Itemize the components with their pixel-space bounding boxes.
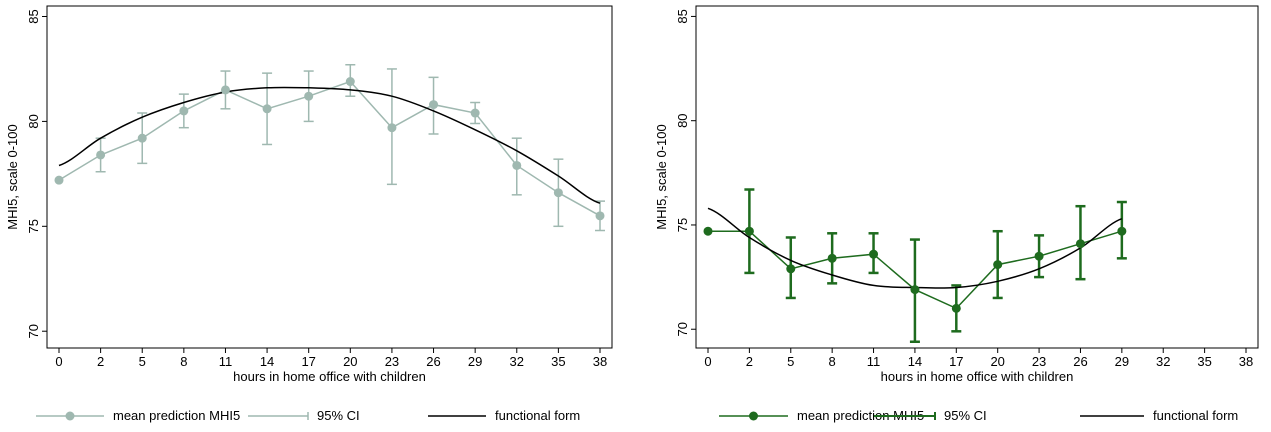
plot-frame	[695, 5, 1259, 349]
x-tick-label: 8	[180, 354, 187, 369]
legend-ci-label: 95% CI	[317, 408, 360, 423]
mean-point	[1075, 239, 1085, 249]
chart-panel-right: 70 75 80 85 0 2 5 8 11 14 17 20 23 26 29 32 35 38 hours in…	[636, 0, 1271, 432]
y-tick-label: 80	[26, 114, 41, 128]
x-tick-label: 26	[1073, 354, 1087, 369]
x-tick-label: 0	[704, 354, 711, 369]
legend-mean-label: mean prediction MHI5	[797, 408, 924, 423]
mean-point	[304, 91, 314, 101]
legend-ci-label: 95% CI	[944, 408, 987, 423]
x-tick-label: 17	[949, 354, 963, 369]
mean-point	[1117, 226, 1127, 236]
x-axis-label: hours in home office with children	[233, 369, 426, 384]
x-tick-label: 38	[1239, 354, 1253, 369]
mean-point	[220, 85, 230, 95]
x-tick-label: 17	[301, 354, 315, 369]
x-tick-label: 14	[908, 354, 922, 369]
functional-form-curve	[58, 86, 601, 204]
mean-point	[96, 150, 106, 160]
x-tick-label: 29	[468, 354, 482, 369]
y-tick-label: 75	[26, 219, 41, 233]
chart-right: 70 75 80 85 0 2 5 8 11 14 17 20 23 26 29 32 35 38 hours in…	[654, 5, 1259, 423]
mean-point	[54, 175, 64, 185]
mean-point	[595, 211, 605, 221]
mean-point	[1034, 251, 1044, 261]
plot-frame	[46, 5, 613, 349]
x-tick-label: 5	[787, 354, 794, 369]
x-tick-label: 11	[219, 354, 233, 369]
mean-point	[993, 260, 1003, 270]
y-axis-label: MHI5, scale 0-100	[654, 124, 669, 230]
x-tick-label: 23	[1032, 354, 1046, 369]
y-axis-label: MHI5, scale 0-100	[5, 124, 20, 230]
x-tick-label: 32	[510, 354, 524, 369]
mean-point	[553, 188, 563, 198]
x-tick-label: 35	[551, 354, 565, 369]
x-tick-label: 20	[343, 354, 357, 369]
mean-point	[703, 226, 713, 236]
mean-point	[137, 133, 147, 143]
chart-panel-left: 70 75 80 85 0 2 5 8 11 14 17 20 23 26 29 32 35 38 hours in…	[0, 0, 635, 432]
x-axis-label: hours in home office with children	[881, 369, 1074, 384]
legend-fit-label: functional form	[495, 408, 580, 423]
mean-point	[869, 249, 879, 259]
mean-point	[345, 77, 355, 87]
x-tick-label: 11	[867, 354, 881, 369]
mean-point	[786, 264, 796, 274]
mean-point	[951, 303, 961, 313]
mean-point	[429, 100, 439, 110]
mean-point	[387, 123, 397, 133]
x-tick-label: 35	[1197, 354, 1211, 369]
y-tick-label: 70	[675, 322, 690, 336]
mean-point	[827, 253, 837, 263]
x-tick-label: 26	[426, 354, 440, 369]
y-tick-label: 80	[675, 113, 690, 127]
x-tick-label: 23	[385, 354, 399, 369]
x-tick-label: 2	[746, 354, 753, 369]
y-tick-label: 85	[675, 9, 690, 23]
legend-fit-label: functional form	[1153, 408, 1238, 423]
x-tick-label: 38	[593, 354, 607, 369]
x-tick-label: 2	[97, 354, 104, 369]
x-tick-label: 14	[260, 354, 274, 369]
x-tick-label: 32	[1156, 354, 1170, 369]
chart-left: 70 75 80 85 0 2 5 8 11 14 17 20 23 26 29 32 35 38 hours in…	[5, 5, 613, 423]
x-tick-label: 0	[55, 354, 62, 369]
legend-mean-dot-symbol	[749, 411, 758, 421]
mean-point	[910, 285, 920, 295]
mean-point	[744, 226, 754, 236]
mean-point	[470, 108, 480, 118]
mean-prediction-line	[58, 80, 601, 217]
mean-point	[512, 160, 522, 170]
mean-point	[262, 104, 272, 114]
legend-mean-label: mean prediction MHI5	[113, 408, 240, 423]
x-tick-label: 8	[829, 354, 836, 369]
y-tick-label: 70	[26, 324, 41, 338]
x-tick-label: 5	[139, 354, 146, 369]
x-tick-label: 20	[990, 354, 1004, 369]
x-tick-label: 29	[1115, 354, 1129, 369]
mean-point	[179, 106, 189, 116]
y-tick-label: 85	[26, 9, 41, 23]
legend-mean-dot-symbol	[65, 411, 75, 421]
y-tick-label: 75	[675, 218, 690, 232]
